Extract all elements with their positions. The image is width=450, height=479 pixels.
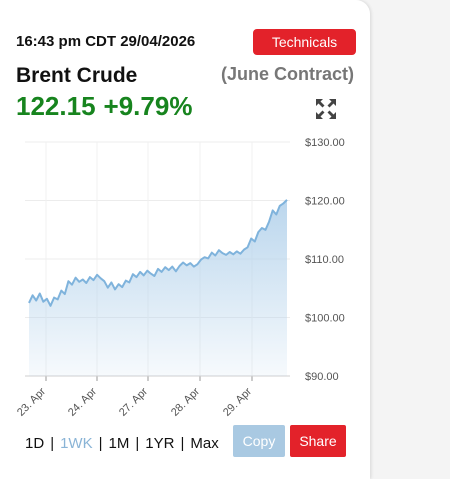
series-area: [29, 199, 287, 376]
period-1yr[interactable]: 1YR: [145, 435, 175, 452]
price-chart: $130.00 $120.00 $110.00 $100.00 $90.00 23. Ap…: [15, 137, 345, 419]
y-tick-label: $100.00: [305, 313, 345, 325]
price-value: 122.15: [16, 91, 96, 121]
x-tick-label: 23. Apr: [15, 385, 48, 418]
x-tick-label: 24. Apr: [66, 385, 99, 418]
period-1m[interactable]: 1M: [108, 435, 130, 452]
y-tick-label: $90.00: [305, 371, 339, 383]
technicals-button[interactable]: Technicals: [253, 29, 356, 55]
period-separator: |: [135, 435, 140, 452]
expand-arrows-icon[interactable]: [315, 98, 337, 120]
price-display: 122.15 +9.79%: [16, 91, 192, 122]
y-tick-label: $130.00: [305, 137, 345, 149]
period-selector: 1D | 1WK | 1M | 1YR | Max: [25, 435, 219, 452]
period-1wk[interactable]: 1WK: [60, 435, 93, 452]
quote-card: 16:43 pm CDT 29/04/2026 Technicals Brent…: [0, 0, 370, 479]
share-button[interactable]: Share: [290, 425, 346, 457]
x-tick-label: 28. Apr: [169, 385, 202, 418]
price-change: +9.79%: [103, 91, 193, 121]
y-tick-label: $110.00: [305, 254, 344, 266]
period-1d[interactable]: 1D: [25, 435, 45, 452]
copy-button[interactable]: Copy: [233, 425, 285, 457]
period-separator: |: [50, 435, 55, 452]
timestamp: 16:43 pm CDT 29/04/2026: [16, 33, 196, 50]
series-line: [28, 199, 288, 307]
period-max[interactable]: Max: [190, 435, 219, 452]
instrument-name: Brent Crude: [16, 64, 138, 87]
x-tick-label: 29. Apr: [221, 385, 254, 418]
period-separator: |: [98, 435, 103, 452]
contract-label: (June Contract): [220, 64, 354, 84]
y-tick-label: $120.00: [305, 196, 345, 208]
period-separator: |: [180, 435, 185, 452]
x-tick-label: 27. Apr: [117, 385, 150, 418]
